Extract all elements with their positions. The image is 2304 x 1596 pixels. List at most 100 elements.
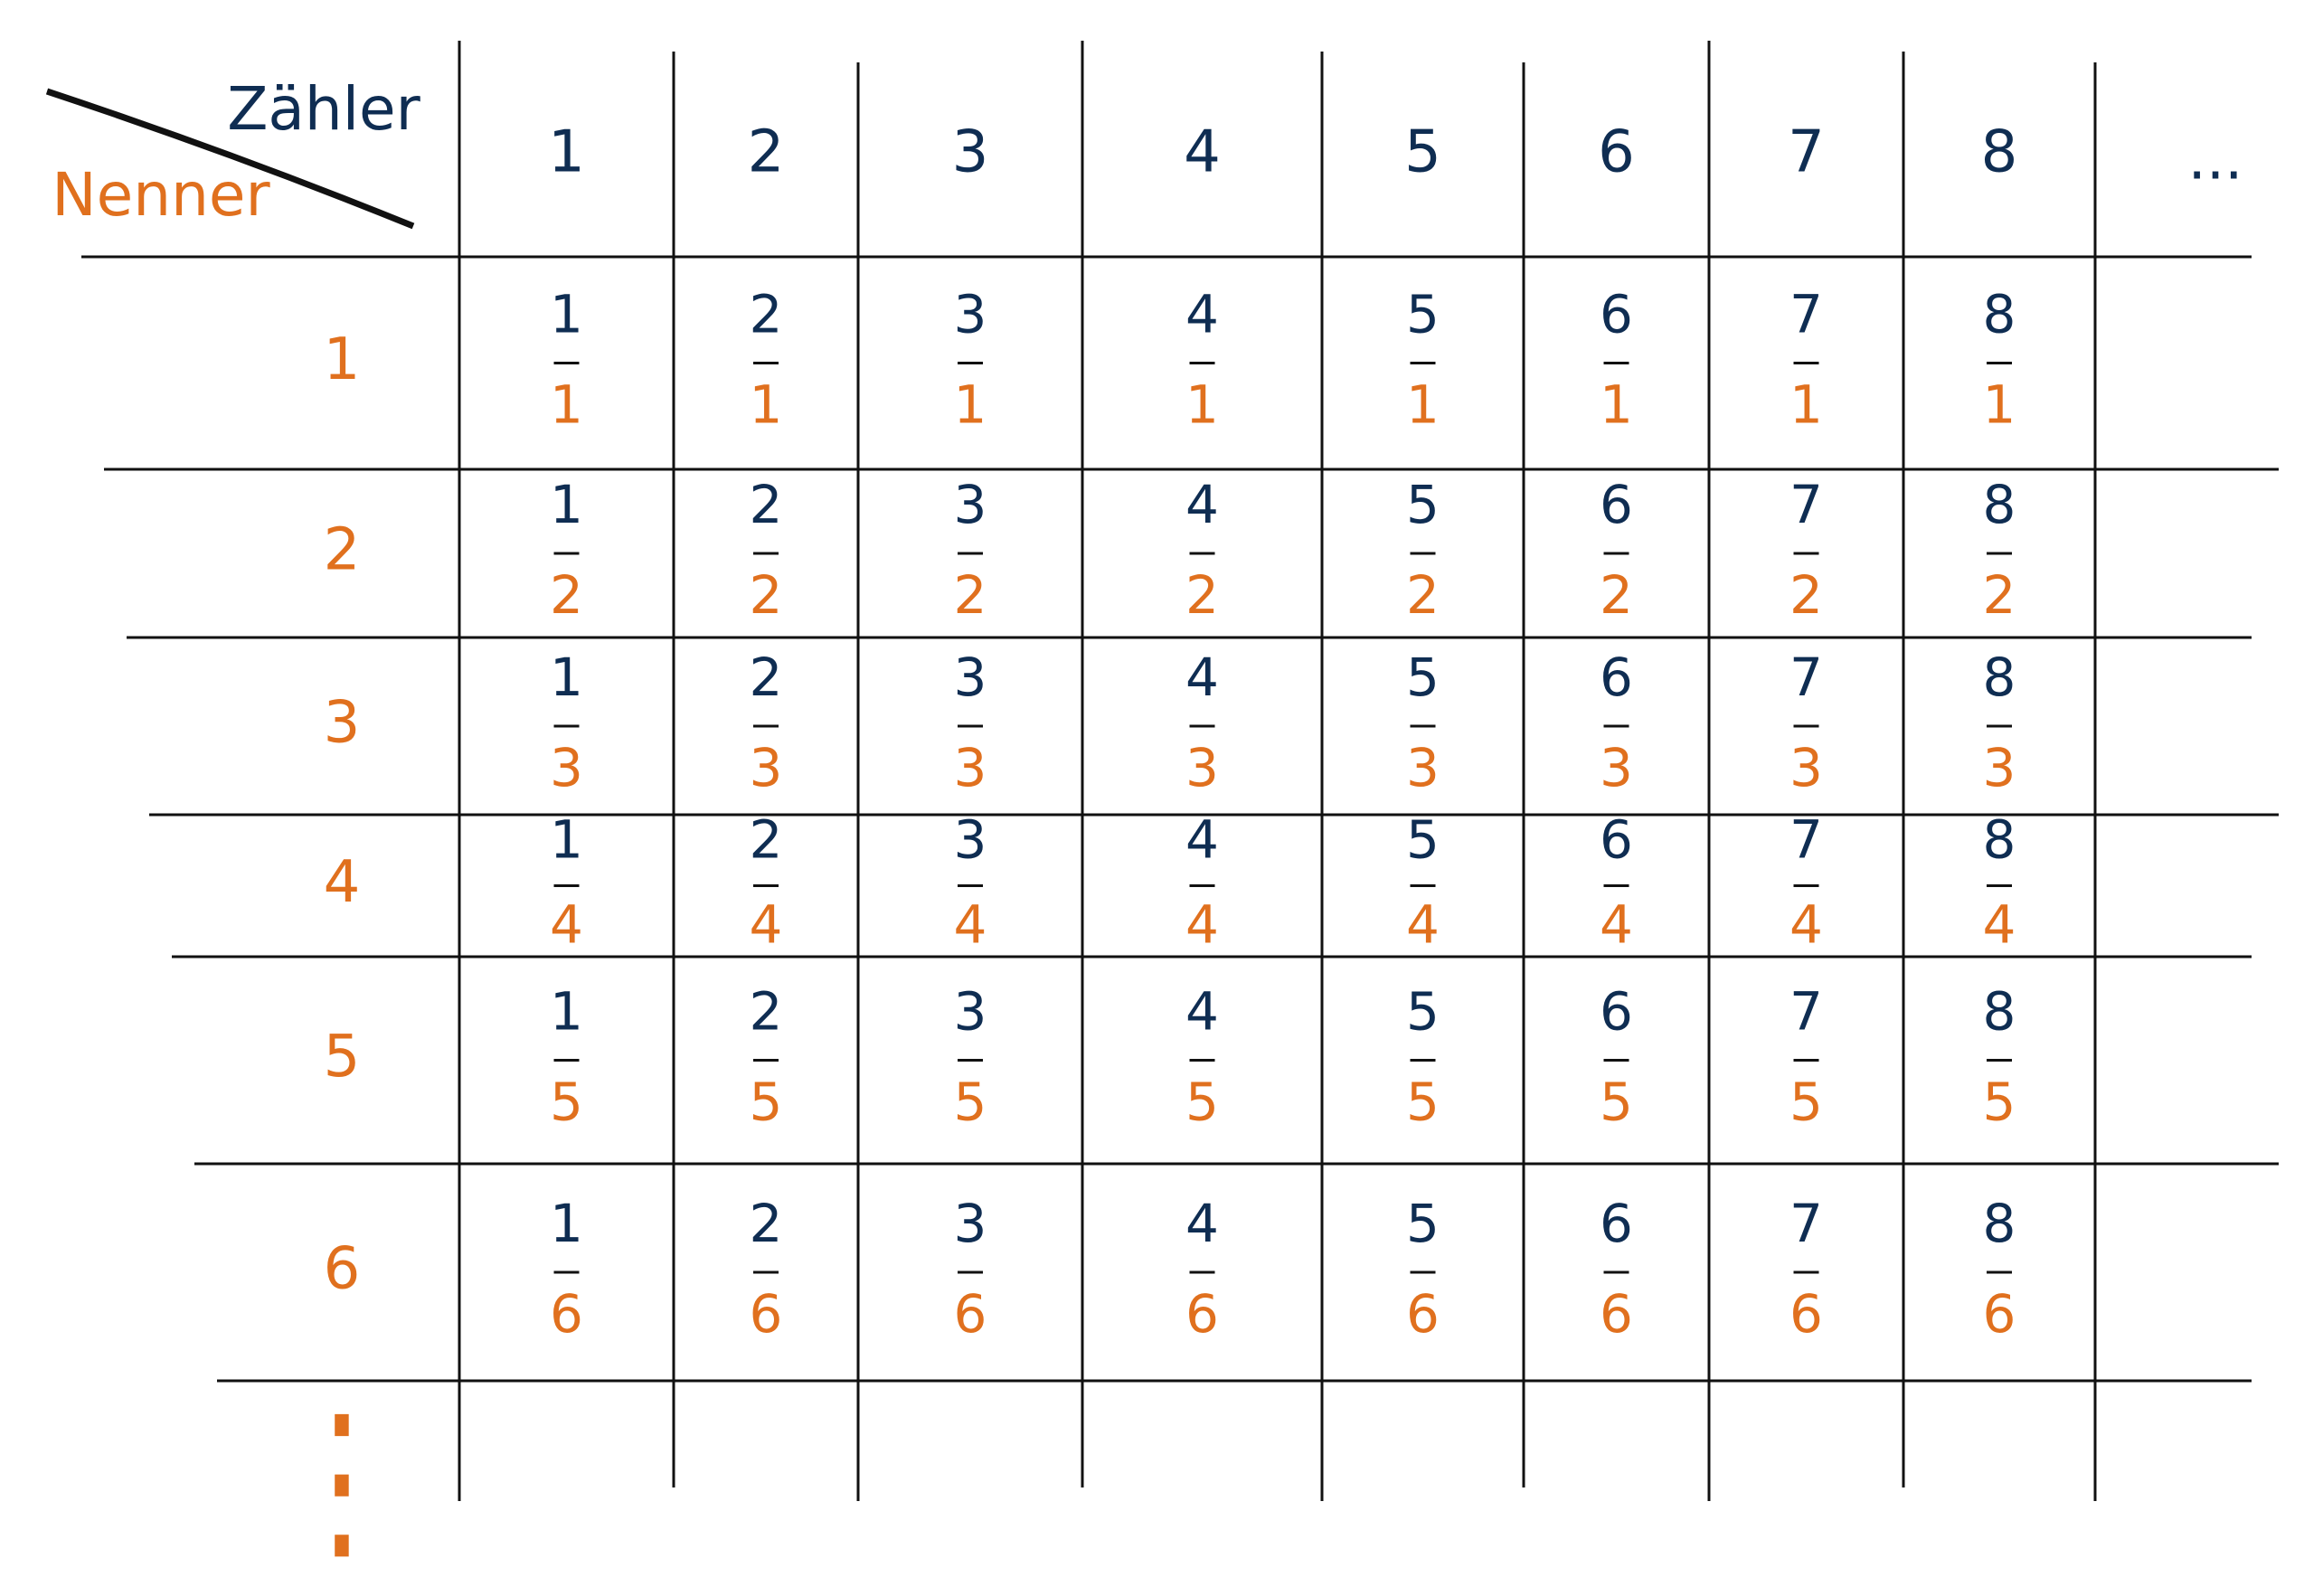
- numerator: 1: [550, 1193, 583, 1254]
- numerator: 8: [1983, 809, 2016, 871]
- column-header: 5: [1404, 119, 1441, 186]
- denominator: 5: [1983, 1072, 2016, 1133]
- numerator: 5: [1406, 981, 1440, 1043]
- denominator: 6: [1983, 1283, 2016, 1345]
- denominator: 5: [954, 1072, 987, 1133]
- numerator: 2: [750, 284, 783, 345]
- numerator: 2: [750, 1193, 783, 1254]
- denominator: 1: [1983, 374, 2016, 436]
- denominator: 6: [954, 1283, 987, 1345]
- numerator: 8: [1983, 1193, 2016, 1254]
- column-header: 2: [748, 119, 785, 186]
- column-header: 6: [1598, 119, 1635, 186]
- column-header: 1: [548, 119, 585, 186]
- denominator: 2: [1983, 564, 2016, 626]
- numerator: 6: [1600, 981, 1633, 1043]
- numerator: 5: [1406, 809, 1440, 871]
- denominator: 3: [1185, 737, 1219, 798]
- denominator: 5: [1789, 1072, 1823, 1133]
- denominator: 6: [550, 1283, 583, 1345]
- denominator: 4: [1406, 894, 1440, 956]
- denominator: 6: [1406, 1283, 1440, 1345]
- numerator: 3: [954, 474, 987, 535]
- denominator: 4: [1983, 894, 2016, 956]
- denominator: 4: [750, 894, 783, 956]
- numerator: 3: [954, 647, 987, 708]
- numerator: 3: [954, 1193, 987, 1254]
- denominator: 2: [1185, 564, 1219, 626]
- numerator: 1: [550, 809, 583, 871]
- denominator: 4: [1600, 894, 1633, 956]
- denominator: 4: [1789, 894, 1823, 956]
- row-header: 4: [324, 849, 361, 916]
- numerator: 8: [1983, 647, 2016, 708]
- numerator: 2: [750, 809, 783, 871]
- denominator: 1: [1600, 374, 1633, 436]
- numerator: 4: [1185, 474, 1219, 535]
- numerator: 5: [1406, 474, 1440, 535]
- numerator: 2: [750, 981, 783, 1043]
- denominator: 4: [954, 894, 987, 956]
- denominator: 3: [550, 737, 583, 798]
- numerator: 1: [550, 647, 583, 708]
- numerator: 2: [750, 647, 783, 708]
- numerator: 3: [954, 809, 987, 871]
- numerator: 7: [1789, 647, 1823, 708]
- numerator: 8: [1983, 474, 2016, 535]
- denominator: 3: [954, 737, 987, 798]
- row-header: 5: [324, 1024, 361, 1091]
- denominator: 6: [750, 1283, 783, 1345]
- row-header: 6: [324, 1236, 361, 1303]
- denominator: 3: [1406, 737, 1440, 798]
- numerator: 5: [1406, 1193, 1440, 1254]
- numerator: 7: [1789, 809, 1823, 871]
- row-header: 2: [324, 517, 361, 584]
- numerator: 7: [1789, 284, 1823, 345]
- numerator: 4: [1185, 1193, 1219, 1254]
- numerator: 6: [1600, 809, 1633, 871]
- numerator: 5: [1406, 284, 1440, 345]
- denominator: 1: [1406, 374, 1440, 436]
- numerator: 5: [1406, 647, 1440, 708]
- column-header: 4: [1184, 119, 1221, 186]
- denominator: 5: [1185, 1072, 1219, 1133]
- numerator: 2: [750, 474, 783, 535]
- denominator: 5: [750, 1072, 783, 1133]
- numerator: 1: [550, 284, 583, 345]
- denominator: 5: [1406, 1072, 1440, 1133]
- numerator: 1: [550, 981, 583, 1043]
- denominator: 1: [1185, 374, 1219, 436]
- denominator: 2: [1600, 564, 1633, 626]
- numerator: 4: [1185, 809, 1219, 871]
- numerator: 1: [550, 474, 583, 535]
- numerator: 4: [1185, 647, 1219, 708]
- numerator: 7: [1789, 474, 1823, 535]
- numerator: 6: [1600, 474, 1633, 535]
- denominator: 6: [1789, 1283, 1823, 1345]
- denominator: 5: [550, 1072, 583, 1133]
- denominator: 2: [750, 564, 783, 626]
- numerator: 8: [1983, 981, 2016, 1043]
- denominator: 2: [550, 564, 583, 626]
- numerator: 3: [954, 981, 987, 1043]
- denominator: 1: [550, 374, 583, 436]
- diagonal-divider: [45, 88, 415, 230]
- denominator: 6: [1185, 1283, 1219, 1345]
- numerator: 4: [1185, 284, 1219, 345]
- numerator: 8: [1983, 284, 2016, 345]
- denominator: 3: [1600, 737, 1633, 798]
- denominator: 3: [1789, 737, 1823, 798]
- denominator: 4: [1185, 894, 1219, 956]
- denominator: 1: [1789, 374, 1823, 436]
- numerator: 3: [954, 284, 987, 345]
- numerator: 4: [1185, 981, 1219, 1043]
- denominator: 2: [954, 564, 987, 626]
- numerator-label: Zähler: [227, 74, 420, 144]
- denominator: 4: [550, 894, 583, 956]
- denominator: 5: [1600, 1072, 1633, 1133]
- row-ellipsis: ⋮: [274, 1378, 410, 1582]
- column-header: 3: [952, 119, 989, 186]
- denominator-label: Nenner: [52, 160, 270, 230]
